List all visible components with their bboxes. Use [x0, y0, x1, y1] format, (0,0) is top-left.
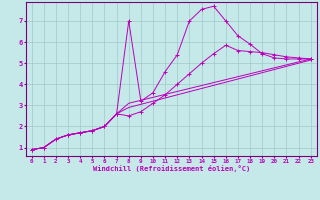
X-axis label: Windchill (Refroidissement éolien,°C): Windchill (Refroidissement éolien,°C)	[92, 165, 250, 172]
